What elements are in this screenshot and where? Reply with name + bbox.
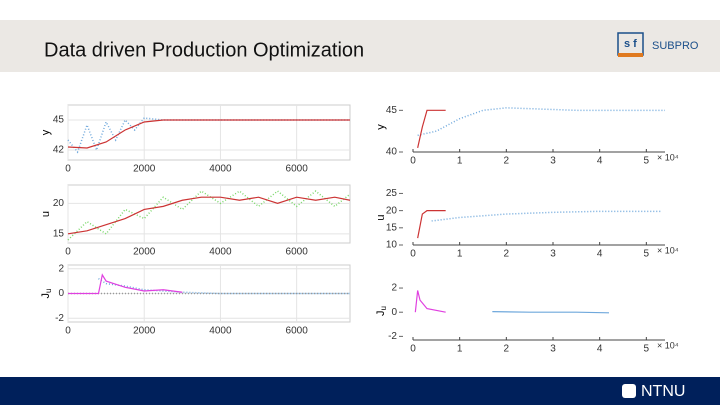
x-tick-label: 2 (504, 344, 510, 355)
x-tick-label: 4000 (209, 326, 232, 337)
x-tick-label: 1 (457, 249, 463, 260)
x-tick-label: 4000 (209, 164, 232, 175)
y-tick-label: 40 (386, 147, 398, 158)
y-tick-label: 20 (53, 198, 65, 209)
x-multiplier: × 10⁴ (657, 245, 679, 255)
series-line (68, 273, 183, 295)
x-tick-label: 0 (65, 164, 71, 175)
x-tick-label: 3 (550, 249, 556, 260)
plot-box (67, 104, 351, 161)
y-tick-label: 15 (386, 222, 398, 233)
series-line (67, 196, 351, 235)
series-line (417, 107, 665, 137)
y-axis-label: Ju (375, 306, 388, 316)
x-tick-label: 0 (65, 247, 71, 258)
x-tick-label: 5 (644, 249, 650, 260)
x-tick-label: 0 (410, 156, 416, 167)
footer-band (0, 377, 720, 405)
series-line (417, 109, 446, 148)
svg-text:s f: s f (624, 38, 637, 50)
x-tick-label: 6000 (286, 164, 309, 175)
series-line (67, 117, 350, 154)
series-line (98, 278, 350, 295)
ntnu-logo-text: NTNU (641, 383, 685, 400)
y-axis-label-main: J (375, 310, 387, 316)
x-tick-label: 4 (597, 156, 603, 167)
y-tick-label: 15 (53, 228, 65, 239)
x-tick-label: 2000 (133, 164, 156, 175)
x-tick-label: 0 (410, 344, 416, 355)
x-multiplier: × 10⁴ (657, 340, 679, 350)
y-axis-label: u (375, 214, 387, 220)
x-tick-label: 5 (644, 344, 650, 355)
x-tick-label: 0 (410, 249, 416, 260)
x-tick-label: 4 (597, 344, 603, 355)
subpro-logo-icon: s f (617, 32, 644, 57)
y-tick-label: 2 (58, 263, 64, 274)
x-tick-label: 3 (550, 156, 556, 167)
y-tick-label: 25 (386, 188, 398, 199)
y-tick-label: 10 (386, 240, 398, 251)
x-tick-label: 1 (457, 344, 463, 355)
x-tick-label: 6000 (286, 326, 309, 337)
y-tick-label: 0 (58, 288, 64, 299)
series-line (492, 311, 610, 314)
x-tick-label: 4000 (209, 247, 232, 258)
x-tick-label: 2 (504, 249, 510, 260)
series-line (417, 210, 446, 239)
subpro-logo-text: SUBPRO (652, 40, 699, 52)
header-band (0, 20, 720, 72)
y-tick-label: 2 (391, 283, 397, 294)
x-tick-label: 2000 (133, 326, 156, 337)
y-tick-label: 20 (386, 205, 398, 216)
y-axis-label-main: J (40, 293, 52, 299)
y-axis-label: u (40, 211, 52, 217)
series-line (67, 119, 350, 149)
y-tick-label: 45 (386, 105, 398, 116)
slide-title: Data driven Production Optimization (44, 39, 364, 61)
x-tick-label: 4 (597, 249, 603, 260)
y-axis-label-sub: u (379, 306, 388, 310)
x-tick-label: 6000 (286, 247, 309, 258)
ntnu-logo-icon (622, 384, 636, 398)
x-tick-label: 1 (457, 156, 463, 167)
x-tick-label: 3 (550, 344, 556, 355)
y-axis-label: y (375, 124, 387, 130)
x-multiplier: × 10⁴ (657, 152, 679, 162)
y-tick-label: 0 (391, 307, 397, 318)
y-tick-label: 45 (53, 115, 65, 126)
series-line (414, 290, 446, 313)
series-line (431, 210, 661, 222)
y-axis-label: y (40, 129, 52, 135)
y-tick-label: 42 (53, 145, 65, 156)
y-tick-label: -2 (388, 331, 397, 342)
x-tick-label: 5 (644, 156, 650, 167)
x-tick-label: 2 (504, 156, 510, 167)
x-tick-label: 2000 (133, 247, 156, 258)
y-axis-label: Ju (40, 289, 53, 299)
x-tick-label: 0 (65, 326, 71, 337)
y-tick-label: -2 (55, 313, 64, 324)
y-axis-label-sub: u (44, 289, 53, 293)
